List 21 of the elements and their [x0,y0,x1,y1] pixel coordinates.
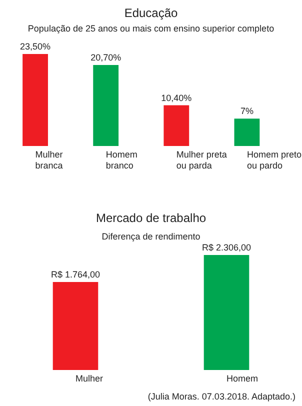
x-tick-label: Mulher preta ou parda [176,150,227,170]
bar [164,105,190,146]
bar [93,64,119,146]
data-label: R$ 1.764,00 [50,270,100,280]
chart-subtitle: População de 25 anos ou mais com ensino superior completo [28,24,274,34]
data-label: 23,50% [20,42,51,52]
bar [234,118,260,146]
x-tick-label: Mulher branca [35,150,63,170]
x-tick-label: Mulher [76,374,104,384]
x-tick-label: Homem branco [106,150,138,170]
x-tick-label: Homem [226,374,258,384]
text: (Julia Moras. 07.03.2018. Adaptado.) [148,392,296,402]
bar [22,54,48,146]
data-label: 10,40% [161,92,192,103]
chart-title: Educação [124,6,178,20]
data-label: R$ 2.306,00 [202,242,252,252]
chart-title: Mercado de trabalho [96,211,206,225]
chart-subtitle: Diferença de rendimento [102,232,200,242]
data-label: 20,70% [90,52,122,62]
data-label: 7% [240,106,254,116]
x-tick-label: Homem preto ou pardo [246,150,302,170]
